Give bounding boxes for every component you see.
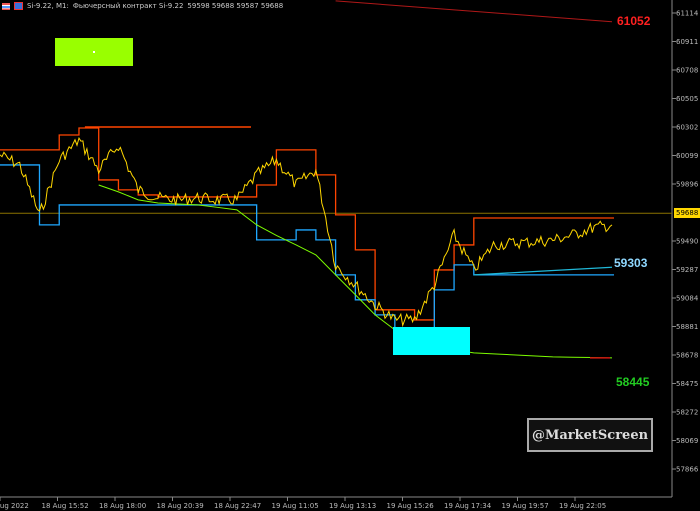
y-tick-label: 58272 <box>676 409 698 417</box>
current-price-label: 59688 <box>674 208 700 218</box>
label-lower: 58445 <box>616 375 650 389</box>
chart-menu-icon[interactable] <box>2 2 10 10</box>
indicator-icon[interactable] <box>14 2 23 10</box>
y-tick-label: 58881 <box>676 323 698 331</box>
watermark: @MarketScreen <box>527 418 653 452</box>
x-tick-label: 18 Aug 15:52 <box>42 502 89 510</box>
y-tick-label: 59896 <box>676 181 699 189</box>
y-tick-label: 58475 <box>676 380 698 388</box>
x-tick-label: 18 Aug 22:47 <box>214 502 261 510</box>
x-tick-label: 19 Aug 13:13 <box>329 502 376 510</box>
series-upper <box>0 127 614 321</box>
y-tick-label: 59287 <box>676 266 698 274</box>
instrument-name: Фьючерсный контракт Si-9.22 <box>72 2 184 10</box>
x-tick-label: 19 Aug 17:34 <box>444 502 492 510</box>
y-tick-label: 60099 <box>676 152 698 160</box>
y-tick-label: 58678 <box>676 352 698 360</box>
label-mid: 59303 <box>614 256 648 270</box>
y-tick-label: 60911 <box>676 38 698 46</box>
x-tick-label: 18 Aug 20:39 <box>157 502 204 510</box>
upper-band-line <box>335 0 613 23</box>
y-tick-label: 61114 <box>676 10 699 18</box>
y-tick-label: 57866 <box>676 466 699 474</box>
y-tick-label: 60708 <box>676 67 698 75</box>
ohlc-values: 59598 59688 59587 59688 <box>187 2 284 10</box>
cyan-box[interactable] <box>393 327 470 355</box>
chart-title-bar: Si-9.22, M1: Фьючерсный контракт Si-9.22… <box>2 0 283 12</box>
series-vwap <box>98 184 613 359</box>
y-tick-label: 58069 <box>676 437 698 445</box>
y-tick-label: 59490 <box>676 238 698 246</box>
x-tick-label: 19 Aug 19:57 <box>502 502 549 510</box>
y-tick-label: 60302 <box>676 124 698 132</box>
x-tick-label: 18 Aug 2022 <box>0 502 29 510</box>
green-box[interactable] <box>55 38 133 66</box>
series-price <box>0 136 613 328</box>
y-tick-label: 59084 <box>676 295 699 303</box>
mid-trend-line <box>473 266 613 276</box>
x-tick-label: 18 Aug 18:00 <box>99 502 146 510</box>
symbol-label: Si-9.22, M1: <box>27 2 69 10</box>
series-lower <box>0 164 614 341</box>
label-upper: 61052 <box>617 14 651 28</box>
x-tick-label: 19 Aug 11:05 <box>272 502 319 510</box>
y-tick-label: 60505 <box>676 95 698 103</box>
x-tick-label: 19 Aug 22:05 <box>559 502 606 510</box>
x-tick-label: 19 Aug 15:26 <box>387 502 435 510</box>
